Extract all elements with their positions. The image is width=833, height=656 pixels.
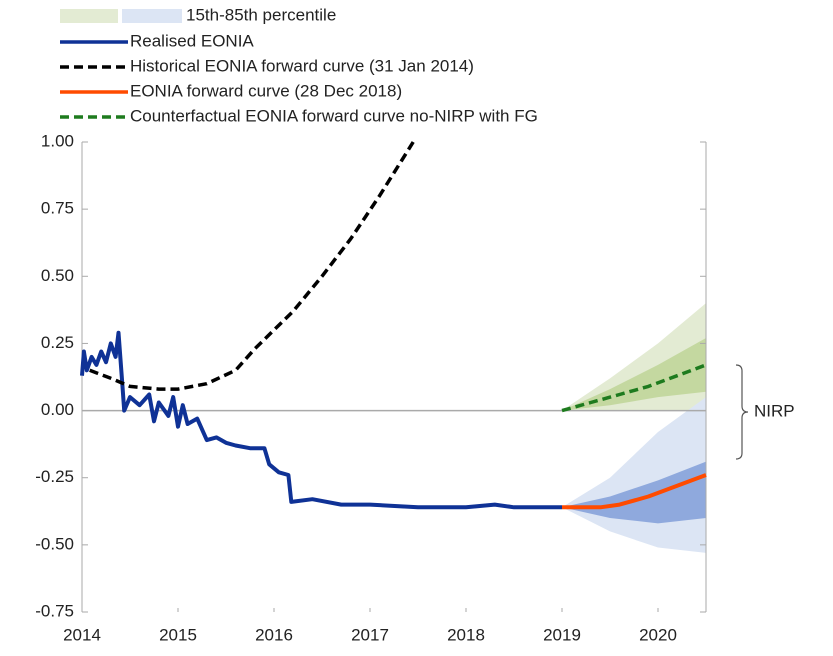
legend-swatch <box>60 9 118 23</box>
legend-label: 15th-85th percentile <box>186 5 336 24</box>
y-tick-label: -0.75 <box>35 601 74 620</box>
y-tick-label: 0.50 <box>41 266 74 285</box>
y-tick-label: 0.25 <box>41 333 74 352</box>
annotation: NIRP <box>754 401 795 420</box>
legend-label: Historical EONIA forward curve (31 Jan 2… <box>130 56 474 75</box>
series-line <box>561 363 707 413</box>
y-tick-label: -0.25 <box>35 467 74 486</box>
legend-label: Realised EONIA <box>130 31 254 50</box>
series-line <box>89 141 415 391</box>
x-tick-label: 2014 <box>63 625 101 644</box>
x-tick-label: 2017 <box>351 625 389 644</box>
legend-label: EONIA forward curve (28 Dec 2018) <box>130 81 402 100</box>
x-tick-label: 2019 <box>543 625 581 644</box>
y-tick-label: 0.75 <box>41 199 74 218</box>
legend-label: Counterfactual EONIA forward curve no-NI… <box>130 106 538 125</box>
x-tick-label: 2015 <box>159 625 197 644</box>
x-tick-label: 2016 <box>255 625 293 644</box>
y-tick-label: 0.00 <box>41 400 74 419</box>
x-tick-label: 2018 <box>447 625 485 644</box>
y-tick-label: -0.50 <box>35 534 74 553</box>
x-tick-label: 2020 <box>639 625 677 644</box>
series-line <box>562 473 707 510</box>
legend-swatch <box>122 9 182 23</box>
percentile-band <box>562 338 706 411</box>
series-line <box>80 330 562 510</box>
nirp-brace <box>735 364 749 460</box>
y-tick-label: 1.00 <box>41 131 74 150</box>
